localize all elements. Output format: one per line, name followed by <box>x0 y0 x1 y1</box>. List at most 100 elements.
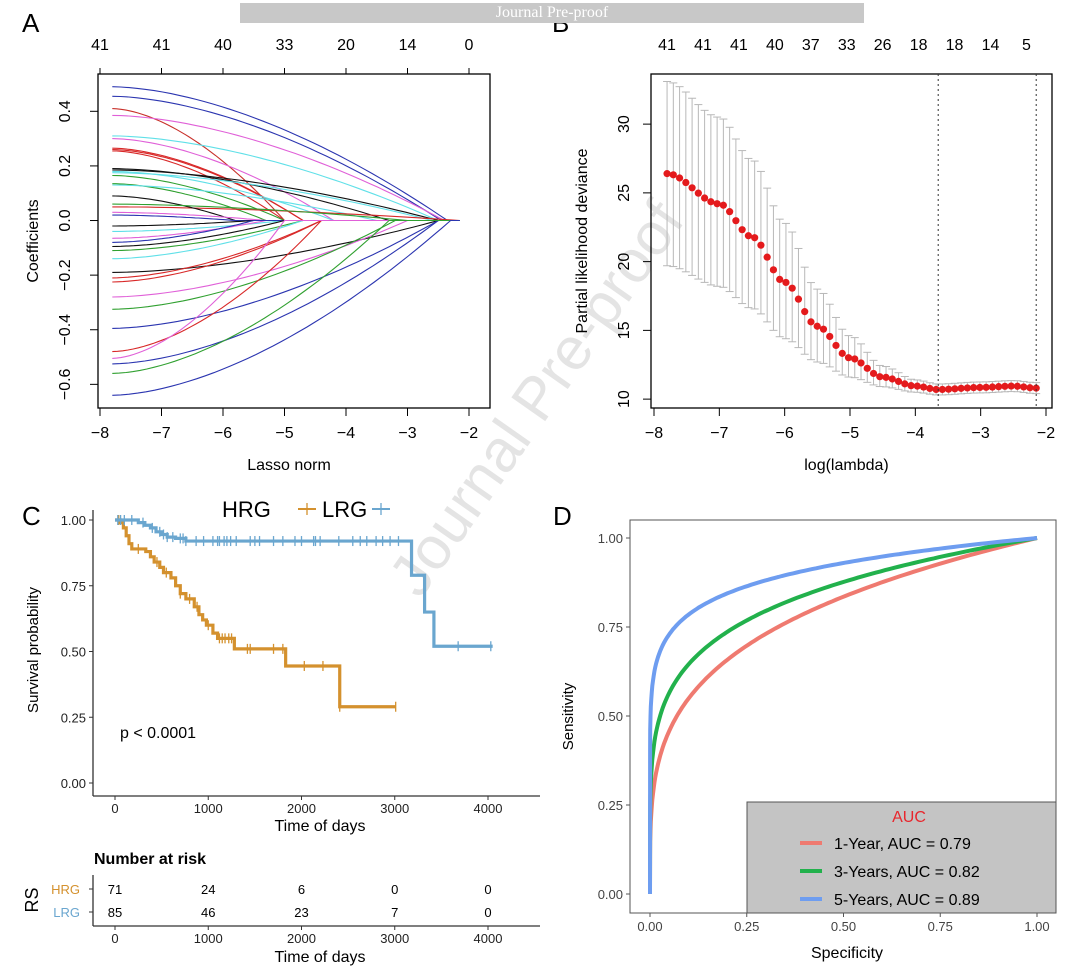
deviance-point <box>832 341 840 350</box>
top-tick-label: 41 <box>658 37 676 54</box>
risk-count: 71 <box>108 882 122 897</box>
deviance-point <box>819 325 828 333</box>
x-tick-label: 0.50 <box>831 919 856 934</box>
y-tick-label: 10 <box>616 390 633 408</box>
deviance-point <box>757 241 765 249</box>
top-tick-label: 26 <box>874 37 892 54</box>
y-axis-label: Partial likelihood deviance <box>574 148 591 333</box>
top-tick-label: 41 <box>91 37 109 54</box>
y-tick-label: 15 <box>616 321 633 339</box>
risk-count: 6 <box>298 882 305 897</box>
coefficient-path <box>112 150 460 222</box>
deviance-point <box>794 295 803 303</box>
roc-curve-3-years <box>648 536 1038 895</box>
deviance-point <box>970 383 978 392</box>
top-tick-label: 41 <box>730 37 748 54</box>
x-tick-label: 1.00 <box>1024 919 1049 934</box>
top-tick-label: 41 <box>153 37 171 54</box>
risk-count: 7 <box>391 905 398 920</box>
y-tick-label: 0.0 <box>57 209 74 231</box>
coefficient-path <box>112 168 460 222</box>
y-tick-label: 0.25 <box>598 798 623 813</box>
panel-label-a: A <box>22 8 40 38</box>
risk-table-title: Number at risk <box>94 851 206 868</box>
top-tick-label: 40 <box>214 37 232 54</box>
top-tick-label: 41 <box>694 37 712 54</box>
deviance-point <box>719 201 727 209</box>
journal-banner: Journal Pre-proof <box>240 3 864 23</box>
deviance-point <box>663 170 671 178</box>
y-tick-label: 0.50 <box>61 645 86 660</box>
y-tick-label: 0.75 <box>598 620 623 635</box>
top-tick-label: 40 <box>766 37 784 54</box>
risk-group-label: HRG <box>51 882 80 897</box>
y-tick-label: 0.00 <box>61 776 86 791</box>
deviance-point <box>801 308 809 316</box>
top-tick-label: 37 <box>802 37 820 54</box>
y-tick-label: 1.00 <box>598 531 623 546</box>
coefficient-path <box>112 219 460 239</box>
deviance-point <box>945 385 953 393</box>
panel-d-roc: AUC 1-Year, AUC = 0.79 3-Years, AUC = 0.82… <box>560 519 1057 962</box>
legend-item-label: 1-Year, AUC = 0.79 <box>834 836 971 853</box>
y-tick-label: 25 <box>616 184 633 202</box>
x-tick-label: −6 <box>214 425 232 442</box>
deviance-point <box>938 385 946 394</box>
coefficient-path <box>112 219 460 396</box>
coefficient-path <box>112 184 460 222</box>
survival-curve-hrg <box>115 518 396 709</box>
deviance-point <box>995 383 1003 391</box>
coefficient-path <box>112 114 460 222</box>
deviance-point <box>876 373 884 381</box>
x-axis-label: log(lambda) <box>804 457 888 474</box>
deviance-point <box>1013 382 1022 390</box>
deviance-point <box>851 355 859 363</box>
deviance-point <box>776 275 784 284</box>
coefficient-path <box>112 86 460 222</box>
deviance-point <box>1020 383 1028 391</box>
coefficient-path <box>112 211 460 222</box>
y-tick-label: −0.6 <box>57 368 74 400</box>
y-tick-label: 1.00 <box>61 513 86 528</box>
y-tick-label: 0.4 <box>57 100 74 122</box>
deviance-point <box>907 382 915 390</box>
risk-count: 23 <box>294 905 308 920</box>
coefficient-path <box>112 219 460 260</box>
x-tick-label: −7 <box>710 425 728 442</box>
deviance-point <box>713 200 721 208</box>
y-tick-label: 0.25 <box>61 710 86 725</box>
panel-c-risk-table: Number at risk HRG 71 24 6 0 0 LRG 85 46 23 7 0 0 1000… <box>22 851 540 966</box>
risk-count: 0 <box>484 882 491 897</box>
x-tick-label: 0 <box>111 801 118 816</box>
deviance-point <box>751 234 759 242</box>
deviance-point <box>844 354 853 362</box>
coefficient-path <box>112 219 460 232</box>
panel-b-cv-deviance: −8 −7 −6 −5 −4 −3 −2 41 41 41 40 37 33 26 18 18 14 5 10 15 2… <box>574 37 1055 474</box>
coefficient-path <box>112 219 460 273</box>
risk-count: 46 <box>201 905 215 920</box>
panel-a-lasso-coefficients: −8 −7 −6 −5 −4 −3 −2 41 41 40 33 20 14 0 −0.6 −0.4 −0.2 0… <box>25 37 491 474</box>
panel-c-kaplan-meier: 0 1000 2000 3000 4000 0.00 0.25 0.50 0.75 1.00 Tim… <box>25 497 540 835</box>
top-tick-label: 0 <box>465 37 474 54</box>
x-tick-label: −3 <box>972 425 990 442</box>
coefficient-path <box>112 219 460 353</box>
panel-label-d: D <box>553 501 572 531</box>
deviance-point <box>807 318 815 326</box>
risk-group-label: LRG <box>53 905 80 920</box>
legend: AUC 1-Year, AUC = 0.79 3-Years, AUC = 0.82… <box>746 801 1057 914</box>
deviance-point <box>888 375 896 383</box>
legend-title: AUC <box>892 809 926 826</box>
legend-box <box>746 801 1057 914</box>
deviance-point <box>894 377 903 386</box>
x-tick-label: 3000 <box>380 801 409 816</box>
x-axis-label: Time of days <box>275 818 366 835</box>
deviance-point <box>926 384 934 393</box>
coefficient-path <box>112 148 460 222</box>
y-axis-label: Coefficients <box>25 199 42 282</box>
deviance-point <box>976 383 984 392</box>
x-tick-label: 2000 <box>287 801 316 816</box>
roc-curve-1-year <box>648 536 1038 895</box>
deviance-point <box>1026 384 1034 392</box>
deviance-point <box>701 194 709 202</box>
